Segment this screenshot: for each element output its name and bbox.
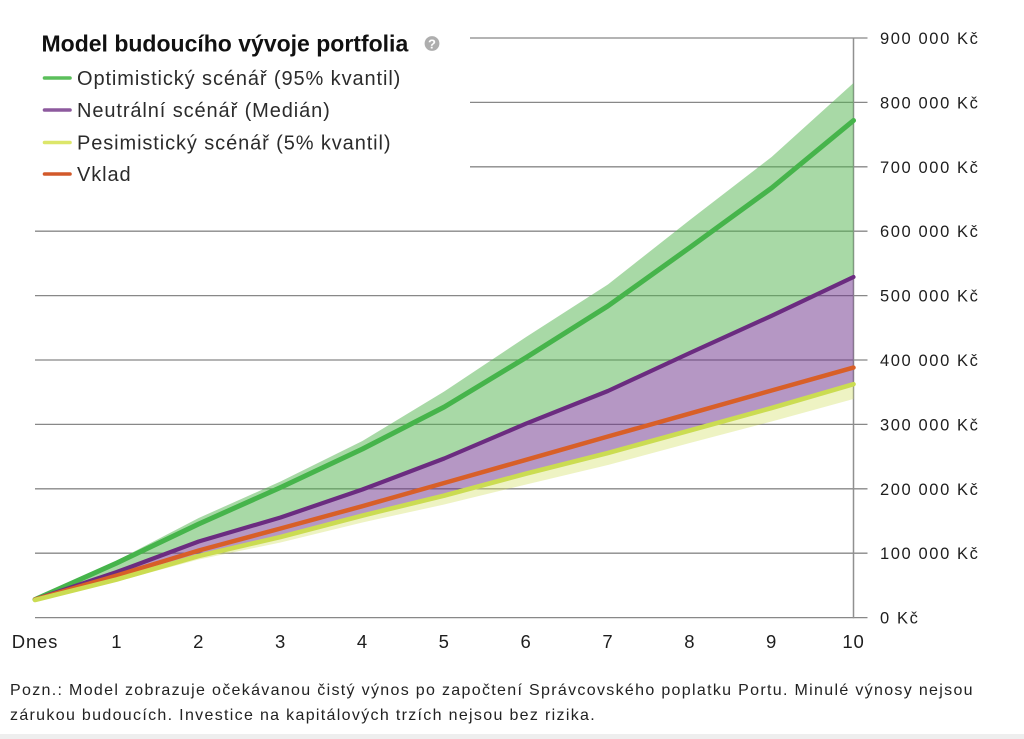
svg-text:Model budoucího vývoje portfol: Model budoucího vývoje portfolia	[42, 31, 409, 57]
svg-text:900 000 Kč: 900 000 Kč	[880, 30, 979, 48]
svg-text:Optimistický scénář (95% kvant: Optimistický scénář (95% kvantil)	[77, 68, 401, 90]
svg-text:4: 4	[357, 631, 368, 652]
svg-text:3: 3	[275, 631, 286, 652]
svg-text:?: ?	[428, 36, 436, 51]
svg-text:Pesimistický scénář (5% kvanti: Pesimistický scénář (5% kvantil)	[77, 133, 391, 155]
svg-text:7: 7	[602, 631, 613, 652]
svg-text:5: 5	[439, 631, 450, 652]
svg-text:0 Kč: 0 Kč	[880, 610, 919, 628]
svg-text:800 000 Kč: 800 000 Kč	[880, 94, 979, 112]
svg-text:2: 2	[193, 631, 204, 652]
svg-text:700 000 Kč: 700 000 Kč	[880, 159, 979, 177]
svg-text:600 000 Kč: 600 000 Kč	[880, 223, 979, 241]
svg-text:200 000 Kč: 200 000 Kč	[880, 481, 979, 499]
svg-text:10: 10	[842, 631, 864, 652]
svg-text:1: 1	[111, 631, 122, 652]
svg-text:300 000 Kč: 300 000 Kč	[880, 416, 979, 434]
svg-text:zárukou budoucích. Investice n: zárukou budoucích. Investice na kapitálo…	[10, 707, 596, 724]
svg-text:100 000 Kč: 100 000 Kč	[880, 545, 979, 563]
svg-text:8: 8	[684, 631, 695, 652]
svg-text:400 000 Kč: 400 000 Kč	[880, 352, 979, 370]
svg-text:Pozn.: Model zobrazuje očekáva: Pozn.: Model zobrazuje očekávanou čistý …	[10, 682, 974, 699]
svg-text:6: 6	[521, 631, 532, 652]
svg-text:9: 9	[766, 631, 777, 652]
svg-text:Vklad: Vklad	[77, 164, 132, 186]
svg-text:Neutrální scénář (Medián): Neutrální scénář (Medián)	[77, 100, 331, 122]
svg-text:500 000 Kč: 500 000 Kč	[880, 288, 979, 306]
svg-text:Dnes: Dnes	[12, 631, 58, 652]
